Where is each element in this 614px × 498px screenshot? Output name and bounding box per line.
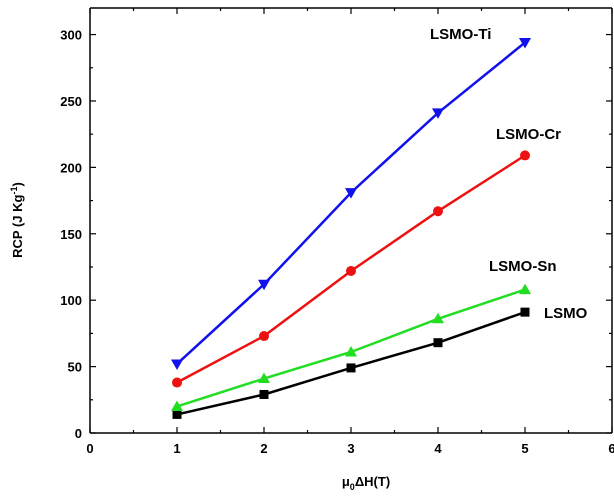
data-point-lsmo-ti xyxy=(345,188,357,199)
y-tick-label: 250 xyxy=(60,94,82,109)
x-tick-label: 3 xyxy=(347,441,354,456)
series-lines xyxy=(176,41,526,416)
x-tick-label: 1 xyxy=(173,441,180,456)
data-point-lsmo-sn xyxy=(345,345,357,357)
y-tick-label: 100 xyxy=(60,293,82,308)
data-point-lsmo-sn xyxy=(432,312,444,324)
data-point-lsmo-cr xyxy=(433,206,443,217)
data-point-lsmo-ti xyxy=(171,359,183,370)
data-point-lsmo xyxy=(172,409,182,419)
y-tick-label: 0 xyxy=(75,426,82,441)
data-point-lsmo-cr xyxy=(520,150,530,161)
series-line-lsmo xyxy=(176,310,526,416)
series-label-lsmo-sn: LSMO-Sn xyxy=(489,258,557,275)
data-point-lsmo xyxy=(433,338,443,348)
series-label-lsmo-cr: LSMO-Cr xyxy=(496,126,561,143)
series-label-lsmo-ti: LSMO-Ti xyxy=(430,26,491,43)
y-tick-label: 200 xyxy=(60,160,82,175)
series-markers xyxy=(171,38,531,419)
data-point-lsmo xyxy=(520,307,530,317)
x-tick-label: 4 xyxy=(434,441,442,456)
data-point-lsmo-sn xyxy=(519,283,531,295)
data-point-lsmo xyxy=(259,389,269,399)
y-axis-title: RCP (J Kg-1) xyxy=(9,182,25,258)
x-tick-label: 5 xyxy=(521,441,528,456)
data-point-lsmo-cr xyxy=(259,331,269,342)
data-point-lsmo-ti xyxy=(258,279,270,291)
data-point-lsmo-ti xyxy=(432,108,444,119)
data-point-lsmo-ti xyxy=(519,38,531,49)
data-point-lsmo-cr xyxy=(172,377,182,388)
y-tick-label: 300 xyxy=(60,28,82,43)
x-tick-label: 6 xyxy=(608,441,614,456)
data-point-lsmo xyxy=(346,363,356,373)
data-point-lsmo-cr xyxy=(346,265,356,276)
data-point-lsmo-sn xyxy=(171,400,183,411)
axis-ticks: 0 1 2 3 4 5 6 0 50 100 150 200 250 300 xyxy=(60,8,614,456)
y-tick-label: 150 xyxy=(60,227,82,242)
x-tick-label: 2 xyxy=(260,441,267,456)
series-label-lsmo: LSMO xyxy=(544,305,588,322)
x-tick-label: 0 xyxy=(86,441,93,456)
y-tick-label: 50 xyxy=(68,360,82,375)
series-line-lsmo-ti xyxy=(176,41,526,365)
data-point-lsmo-sn xyxy=(258,372,270,384)
x-axis-title: μ0ΔH(T) xyxy=(342,474,390,492)
